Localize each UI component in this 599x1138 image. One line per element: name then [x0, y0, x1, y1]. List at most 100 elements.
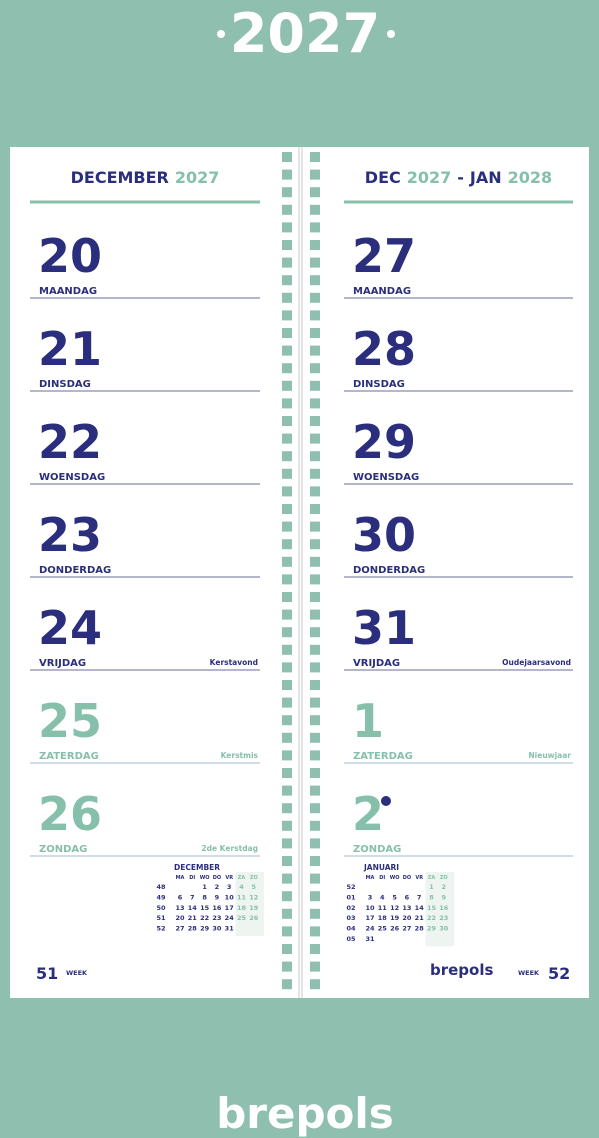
- spiral-ring: [310, 398, 320, 409]
- mini-day: 14: [415, 904, 425, 912]
- week-label: WEEK: [518, 969, 540, 977]
- spiral-ring: [310, 521, 320, 532]
- mini-day: 6: [178, 893, 183, 901]
- mini-day: 24: [225, 914, 235, 922]
- weekday: ZONDAG: [353, 844, 401, 855]
- mini-day: 23: [212, 914, 221, 922]
- weekday: WOENSDAG: [39, 472, 105, 483]
- spiral-ring: [310, 222, 320, 233]
- spiral-ring: [310, 926, 320, 937]
- mini-day: 31: [225, 925, 235, 933]
- mini-day: 31: [365, 935, 375, 943]
- spiral-ring: [282, 451, 292, 462]
- spiral-ring: [310, 592, 320, 602]
- spiral-ring: [282, 820, 292, 831]
- mini-week-number: 48: [156, 883, 166, 891]
- weekday: ZATERDAG: [353, 751, 413, 762]
- spiral-ring: [282, 240, 292, 250]
- day-number: 25: [38, 694, 102, 748]
- spiral-ring: [282, 680, 292, 690]
- day-number: 27: [352, 229, 416, 283]
- mini-week-number: 52: [346, 883, 355, 891]
- spiral-ring: [310, 310, 320, 321]
- mini-title: DECEMBER: [174, 863, 220, 872]
- mini-weekday: DI: [379, 875, 385, 881]
- spiral-ring: [310, 785, 320, 796]
- weekday: DONDERDAG: [39, 565, 111, 576]
- spiral-ring: [310, 856, 320, 866]
- mini-day: 12: [249, 893, 258, 901]
- mini-day: 2: [442, 883, 447, 891]
- mini-day: 25: [237, 914, 247, 922]
- spiral-ring: [310, 257, 320, 268]
- spiral-ring: [310, 451, 320, 462]
- mini-day: 18: [237, 904, 247, 912]
- mini-day: 8: [202, 893, 207, 901]
- dot: [217, 30, 225, 38]
- spiral-ring: [282, 468, 292, 479]
- mini-day: 4: [239, 883, 244, 891]
- mini-day: 9: [215, 893, 220, 901]
- year-title: 2027: [230, 2, 380, 65]
- spiral-ring: [282, 310, 292, 321]
- spiral-ring: [282, 627, 292, 638]
- spiral-ring: [310, 680, 320, 690]
- spiral-ring: [310, 662, 320, 673]
- day-number: 2: [352, 787, 384, 841]
- week-number: 52: [548, 964, 570, 983]
- mini-weekday: WO: [390, 875, 400, 881]
- day-number: 28: [352, 322, 416, 376]
- mini-day: 12: [390, 904, 399, 912]
- weekday: WOENSDAG: [353, 472, 419, 483]
- mini-day: 1: [429, 883, 434, 891]
- mini-week-number: 02: [346, 904, 355, 912]
- mini-title: JANUARI: [363, 863, 399, 872]
- spiral-ring: [282, 416, 292, 426]
- title-part: -: [457, 168, 464, 187]
- day-number: 30: [352, 508, 416, 562]
- mini-weekday: VR: [225, 875, 233, 881]
- mini-day: 29: [427, 925, 437, 933]
- spiral-ring: [310, 627, 320, 638]
- mini-day: 24: [365, 925, 375, 933]
- weekday: MAANDAG: [39, 286, 97, 297]
- mini-day: 18: [378, 914, 388, 922]
- mini-day: 3: [368, 893, 373, 901]
- mini-day: 30: [439, 925, 449, 933]
- mini-day: 29: [200, 925, 210, 933]
- mini-day: 20: [402, 914, 412, 922]
- spiral-ring: [310, 644, 320, 655]
- spiral-ring: [282, 152, 292, 162]
- spiral-ring: [310, 732, 320, 743]
- day-number: 22: [38, 415, 102, 469]
- spiral-ring: [282, 292, 292, 303]
- mini-day: 25: [378, 925, 388, 933]
- title-part: 2027: [407, 168, 452, 187]
- mini-day: 22: [427, 914, 436, 922]
- spiral-ring: [282, 662, 292, 673]
- day-number: 23: [38, 508, 102, 562]
- spiral-ring: [310, 169, 320, 180]
- spiral-ring: [310, 768, 320, 778]
- mini-day: 14: [188, 904, 198, 912]
- spiral-ring: [282, 891, 292, 902]
- spiral-ring: [282, 363, 292, 374]
- mini-weekday: MA: [176, 875, 185, 881]
- holiday-note: 2de Kerstdag: [201, 844, 258, 853]
- mini-week-number: 51: [156, 914, 166, 922]
- spiral-ring: [282, 574, 292, 585]
- spiral-ring: [282, 856, 292, 866]
- mini-weekday: ZA: [238, 875, 246, 881]
- day-number: 21: [38, 322, 102, 376]
- brand-logo: brepols: [216, 1089, 394, 1138]
- spiral-ring: [310, 486, 320, 497]
- spiral-ring: [310, 803, 320, 814]
- spiral-ring: [310, 891, 320, 902]
- spiral-ring: [282, 398, 292, 409]
- spiral-ring: [282, 979, 292, 990]
- spiral-ring: [282, 803, 292, 814]
- spiral-ring: [282, 944, 292, 954]
- spiral-ring: [282, 257, 292, 268]
- mini-day: 15: [200, 904, 210, 912]
- mini-day: 16: [212, 904, 222, 912]
